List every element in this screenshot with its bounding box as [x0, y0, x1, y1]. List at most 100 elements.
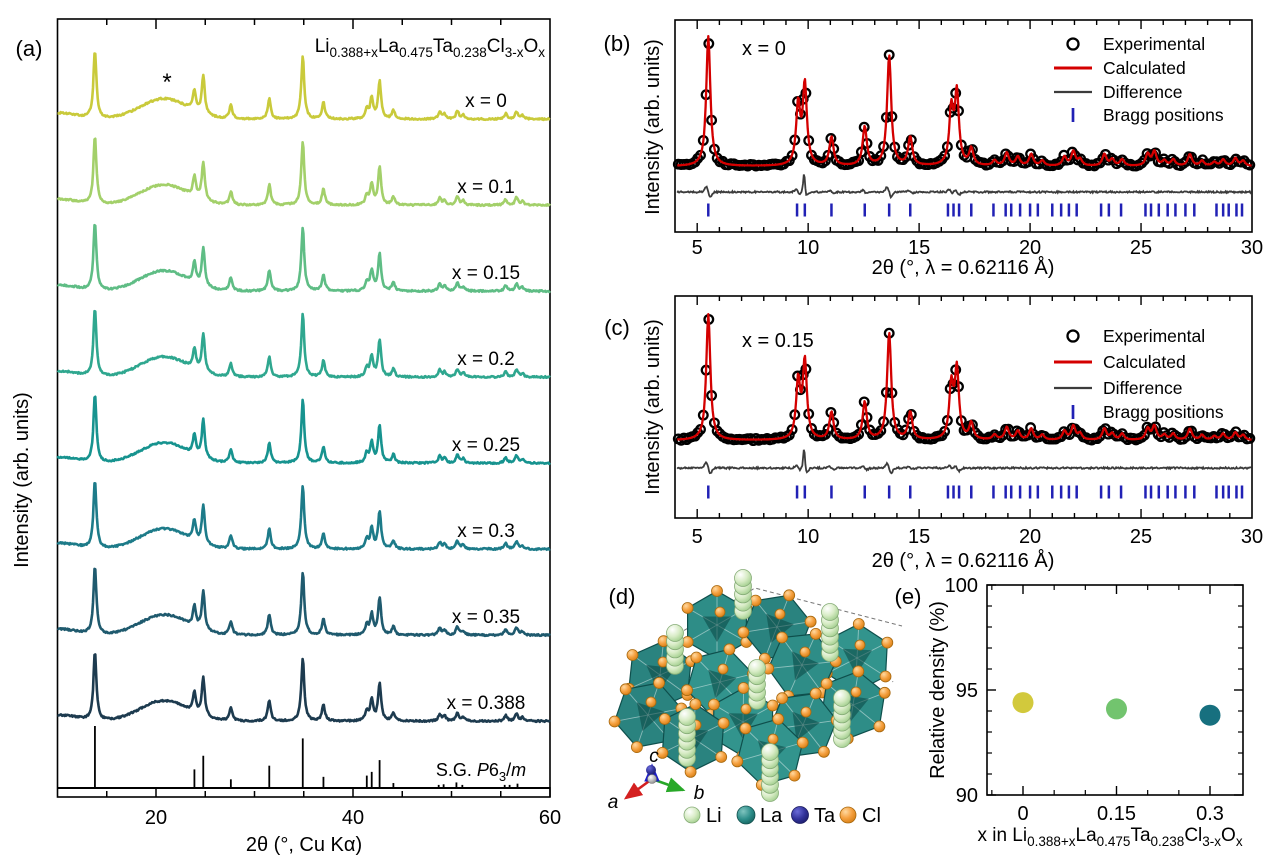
unit-cell-dashes	[647, 587, 903, 653]
experimental-marker-icon	[1066, 37, 1080, 51]
cl-atom	[715, 751, 728, 763]
cl-atom	[774, 608, 786, 620]
y-tick-label: 100	[945, 575, 978, 597]
li-atom	[734, 569, 752, 587]
trace-label: x = 0.35	[452, 607, 520, 628]
y-tick-label: 90	[956, 785, 978, 807]
x-tick-label: 25	[1130, 237, 1152, 259]
panel-c-annotation: x = 0.15	[742, 330, 814, 352]
cl-atom	[626, 649, 639, 661]
cl-legend-label: Cl	[862, 805, 881, 827]
polyhedron-facet	[766, 613, 794, 643]
cl-atom	[852, 618, 865, 630]
cl-atom	[739, 722, 752, 735]
panel-a-xrd-stack: (a) Intensity (arb. units) 2θ (°, Cu Kα)…	[11, 18, 561, 856]
data-point	[939, 150, 951, 162]
trace-label: x = 0.1	[457, 177, 515, 198]
cl-atom	[804, 615, 817, 628]
panel-b-plot-area: 5 10 15 20 25 30	[672, 19, 1263, 259]
cl-atom	[879, 670, 892, 683]
xrd-trace	[56, 567, 552, 638]
xrd-trace	[57, 653, 551, 724]
panel-a-plot-area: 20 40 60 Li0.388+xLa0.475Ta0.238Cl3-xOx x = …	[56, 18, 561, 829]
x-tick-label: 0.15	[1097, 803, 1136, 825]
x-tick-label: 40	[342, 807, 364, 829]
cl-atom	[690, 651, 703, 664]
x-tick-label: 5	[692, 237, 703, 259]
data-point	[875, 150, 887, 162]
panel-a-ylabel: Intensity (arb. units)	[11, 392, 33, 568]
cl-atom	[658, 713, 671, 725]
panel-b-legend: Experimental Calculated Difference Bragg…	[1054, 34, 1224, 125]
data-point	[819, 155, 831, 167]
panel-d-crystal-structure: (d) a b c Li La Ta Cl	[608, 569, 903, 827]
cl-atom	[740, 703, 752, 715]
panel-b-xlabel: 2θ (°, λ = 0.62116 Å)	[872, 256, 1055, 279]
panel-c-ylabel: Intensity (arb. units)	[642, 319, 664, 495]
axes-frame	[986, 584, 1244, 796]
panel-a-label: (a)	[16, 36, 43, 61]
cl-atom	[749, 594, 762, 607]
li-atom	[748, 659, 766, 677]
polyhedron-facet	[792, 711, 820, 741]
impurity-asterisk: *	[162, 69, 171, 96]
x-tick-label: 15	[908, 237, 930, 259]
cl-sphere-icon	[839, 806, 857, 824]
x-tick-label: 30	[1241, 237, 1263, 259]
data-point	[711, 425, 723, 437]
c-axis-label: c	[649, 746, 659, 767]
x-tick-label: 25	[1130, 526, 1152, 548]
legend-label-bragg: Bragg positions	[1103, 402, 1224, 422]
la-sphere-icon	[736, 805, 756, 825]
li-sphere-icon	[683, 806, 701, 824]
trace-label: x = 0.25	[452, 435, 520, 456]
cl-atom	[645, 696, 657, 708]
cl-atom	[799, 646, 811, 658]
cl-atom	[711, 585, 723, 597]
cl-atom	[684, 766, 697, 778]
legend-label-difference: Difference	[1103, 82, 1182, 102]
difference-curve	[676, 174, 1252, 200]
polyhedron-facet	[708, 669, 737, 699]
cl-atom	[772, 713, 785, 725]
panel-c-plot-area: 5 10 15 20 25 30	[672, 295, 1263, 548]
trace-label: x = 0.3	[457, 521, 515, 542]
cl-atom	[881, 636, 894, 649]
x-tick-label: 10	[797, 237, 819, 259]
ta-legend-label: Ta	[814, 805, 836, 827]
cl-atom	[850, 686, 862, 698]
xrd-trace	[56, 395, 551, 466]
cl-atom	[653, 677, 665, 689]
x-tick-label: 0	[1017, 803, 1028, 825]
cl-atom	[737, 626, 750, 639]
x-tick-label: 10	[797, 526, 819, 548]
a-axis-arrow	[623, 777, 653, 800]
cl-atom	[783, 589, 796, 602]
panel-a-title-formula: Li0.388+xLa0.475Ta0.238Cl3-xOx	[315, 36, 546, 60]
cl-atom	[766, 699, 779, 712]
x-tick-label: 15	[908, 526, 930, 548]
cl-atom	[796, 736, 809, 749]
cl-atom	[619, 683, 632, 696]
li-atom	[821, 603, 839, 621]
density-data-point	[1199, 704, 1221, 726]
panel-b-ylabel: Intensity (arb. units)	[642, 39, 664, 215]
x-tick-label: 5	[692, 526, 703, 548]
panel-b-annotation: x = 0	[742, 38, 786, 60]
density-data-point	[1012, 692, 1034, 714]
crystal-structure-drawing	[608, 569, 903, 802]
data-point	[1186, 425, 1197, 437]
panel-d-label: (d)	[609, 584, 636, 609]
panel-e-ylabel: Relative density (%)	[927, 601, 949, 779]
x-tick-label: 20	[145, 807, 167, 829]
li-atom	[833, 689, 851, 707]
data-point	[939, 426, 951, 437]
polyhedron-facet	[702, 616, 732, 642]
cl-atom	[714, 606, 726, 618]
trace-label: x = 0.15	[452, 263, 520, 284]
li-atom	[678, 708, 696, 726]
panel-e-xlabel: x in Li0.388+xLa0.475Ta0.238Cl3-xOx	[977, 825, 1242, 849]
li-atom	[761, 743, 779, 761]
cl-atom	[800, 706, 812, 718]
